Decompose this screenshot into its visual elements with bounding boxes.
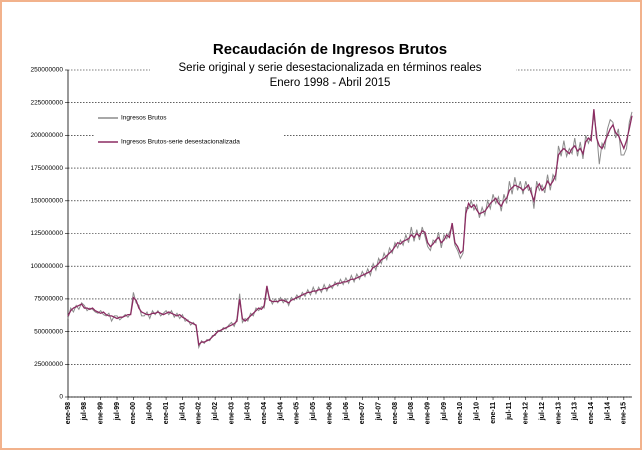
y-tick-label: 25000000 (34, 361, 63, 368)
x-tick-label: ene-98 (65, 402, 72, 424)
x-tick-label: jul-07 (375, 402, 382, 421)
x-tick-label: jul-06 (343, 402, 350, 421)
x-tick-label: jul-11 (506, 402, 513, 421)
x-tick-label: jul-08 (408, 402, 415, 421)
x-tick-label: jul-98 (81, 402, 88, 421)
x-tick-label: ene-08 (392, 402, 399, 424)
series-line (67, 109, 633, 347)
x-tick-label: ene-13 (555, 402, 562, 424)
legend-label: Ingresos Brutos-serie desestacionalizada (121, 139, 240, 146)
x-tick-label: jul-99 (114, 402, 121, 421)
legend-box (94, 135, 284, 149)
x-tick-label: jul-12 (539, 402, 546, 421)
x-tick-label: ene-06 (326, 402, 333, 424)
x-tick-label: jul-14 (604, 402, 611, 421)
x-tick-label: jul-13 (572, 402, 579, 421)
y-tick-label: 250000000 (30, 67, 63, 74)
x-tick-label: jul-10 (474, 402, 481, 421)
chart-subtitle: Serie original y serie desestacionalizad… (179, 62, 482, 74)
y-tick-label: 200000000 (30, 132, 63, 139)
y-tick-label: 0 (59, 394, 63, 401)
y-tick-label: 100000000 (30, 263, 63, 270)
x-tick-label: ene-11 (490, 402, 497, 424)
x-tick-label: jul-05 (310, 402, 317, 421)
legend-box (94, 111, 184, 125)
x-tick-label: jul-03 (245, 402, 252, 421)
x-tick-label: ene-00 (130, 402, 137, 424)
subtitle-bg (150, 64, 516, 90)
legend-label: Ingresos Brutos (121, 115, 167, 122)
y-tick-label: 75000000 (34, 296, 63, 303)
chart-title: Recaudación de Ingresos Brutos (213, 41, 447, 58)
chart-subtitle: Enero 1998 - Abril 2015 (270, 77, 391, 89)
x-tick-label: jul-00 (147, 402, 154, 421)
x-tick-label: jul-09 (441, 402, 448, 421)
y-tick-label: 50000000 (34, 328, 63, 335)
x-tick-label: jul-02 (212, 402, 219, 421)
x-tick-label: ene-01 (163, 402, 170, 424)
x-tick-label: ene-07 (359, 402, 366, 424)
x-tick-label: ene-02 (196, 402, 203, 424)
x-tick-label: ene-05 (294, 402, 301, 424)
x-tick-label: ene-10 (457, 402, 464, 424)
x-tick-label: ene-15 (621, 402, 628, 424)
y-tick-label: 125000000 (30, 230, 63, 237)
x-tick-label: ene-14 (588, 402, 595, 424)
x-tick-label: jul-01 (179, 402, 186, 421)
x-tick-label: ene-04 (261, 402, 268, 424)
x-tick-label: ene-09 (424, 402, 431, 424)
x-tick-label: ene-12 (523, 402, 530, 424)
x-tick-label: ene-99 (98, 402, 105, 424)
x-tick-label: jul-04 (277, 402, 284, 421)
y-tick-label: 225000000 (30, 99, 63, 106)
y-tick-label: 175000000 (30, 165, 63, 172)
y-tick-label: 150000000 (30, 198, 63, 205)
x-tick-label: ene-03 (228, 402, 235, 424)
